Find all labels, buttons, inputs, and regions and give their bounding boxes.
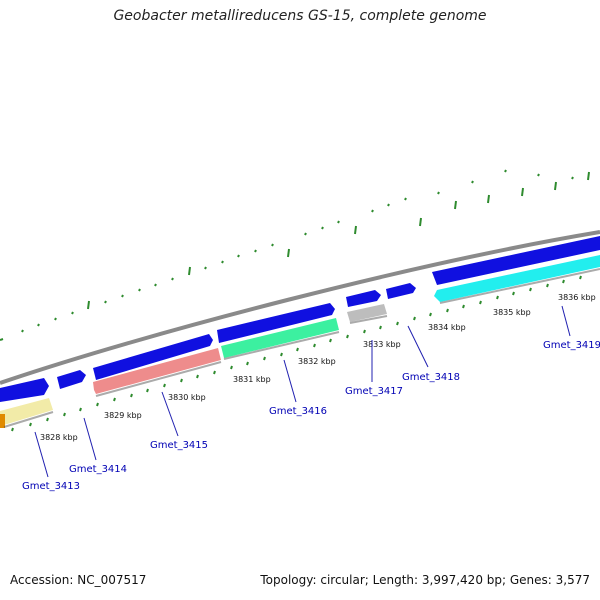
forward-strand-track — [0, 236, 600, 402]
gene-label-leaders — [34, 305, 571, 478]
tick-label: 3834 kbp — [428, 323, 466, 332]
inner-gc-track — [11, 275, 582, 432]
gene-forward-3417[interactable] — [346, 290, 381, 307]
genome-backbone — [0, 230, 600, 385]
gene-label-gmet-3414[interactable]: Gmet_3414 — [69, 464, 127, 475]
map-title: Geobacter metallireducens GS-15, complet… — [113, 8, 487, 24]
tick-label: 3830 kbp — [168, 393, 206, 402]
tick-label: 3829 kbp — [104, 411, 142, 420]
outer-gc-track — [0, 169, 590, 341]
gene-3413[interactable] — [0, 398, 53, 426]
gene-labels: Gmet_3413 Gmet_3414 Gmet_3415 Gmet_3416 … — [22, 340, 600, 492]
tick-label: 3836 kbp — [558, 293, 596, 302]
genome-summary-text: Topology: circular; Length: 3,997,420 bp… — [260, 573, 590, 587]
reverse-strand-track — [0, 255, 600, 428]
gene-forward-3413[interactable] — [0, 378, 49, 402]
gene-3416[interactable] — [221, 318, 339, 358]
position-ticks: 3828 kbp 3829 kbp 3830 kbp 3831 kbp 3832… — [40, 293, 596, 442]
tick-label: 3831 kbp — [233, 375, 271, 384]
gene-label-gmet-3416[interactable]: Gmet_3416 — [269, 406, 327, 417]
accession-text: Accession: NC_007517 — [10, 573, 147, 587]
gene-label-gmet-3419[interactable]: Gmet_3419 — [543, 340, 600, 351]
gene-forward-3419[interactable] — [432, 236, 600, 285]
gene-label-gmet-3415[interactable]: Gmet_3415 — [150, 440, 208, 451]
gene-3413-edge — [0, 414, 5, 428]
gene-label-gmet-3417[interactable]: Gmet_3417 — [345, 386, 403, 397]
tick-label: 3832 kbp — [298, 357, 336, 366]
tick-label: 3835 kbp — [493, 308, 531, 317]
gene-label-gmet-3413[interactable]: Gmet_3413 — [22, 481, 80, 492]
gene-label-gmet-3418[interactable]: Gmet_3418 — [402, 372, 460, 383]
gene-forward-3414[interactable] — [57, 370, 86, 389]
gene-3417[interactable] — [347, 304, 387, 322]
gene-forward-3416[interactable] — [217, 303, 335, 343]
gene-forward-3415[interactable] — [93, 334, 213, 380]
gene-3419[interactable] — [434, 255, 600, 302]
reverse-strand-shadow — [3, 268, 600, 428]
tick-label: 3833 kbp — [363, 340, 401, 349]
gene-forward-3418[interactable] — [386, 283, 416, 299]
tick-label: 3828 kbp — [40, 433, 78, 442]
gene-3415[interactable] — [93, 348, 221, 394]
